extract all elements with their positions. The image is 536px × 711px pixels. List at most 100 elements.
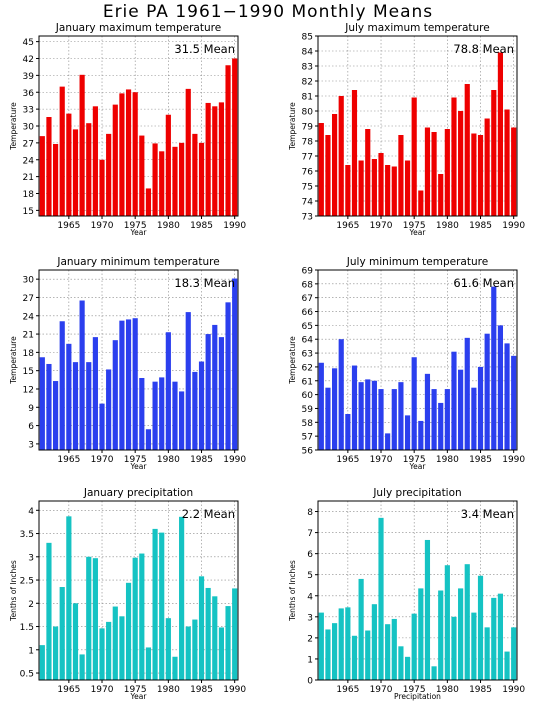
bar-1965 [66, 343, 72, 450]
bar-1961 [39, 645, 45, 680]
y-tick-label: 1.5 [20, 623, 34, 633]
bar-1971 [106, 369, 112, 450]
x-tick-label: 1990 [502, 685, 525, 695]
plot-frame [317, 269, 518, 451]
bar-1970 [99, 159, 105, 216]
y-tick-label: 2 [307, 634, 313, 644]
bar-1975 [132, 557, 138, 680]
bar-1984 [471, 387, 477, 450]
y-tick-label: 3 [28, 440, 34, 450]
bar-1975 [132, 318, 138, 450]
chart-title: January precipitation [83, 487, 193, 499]
bar-1967 [79, 74, 85, 216]
y-tick-label: 2.5 [20, 577, 34, 587]
bar-1984 [471, 133, 477, 216]
x-tick-label: 1965 [57, 221, 80, 231]
bar-1968 [86, 362, 92, 450]
y-tick-label: 30 [23, 123, 35, 133]
bar-1973 [119, 320, 125, 450]
bar-1963 [331, 114, 338, 216]
bar-1961 [318, 612, 324, 680]
bar-1966 [351, 635, 358, 680]
bar-1981 [451, 616, 457, 680]
x-tick-label: 1970 [370, 221, 393, 231]
bar-1974 [125, 582, 132, 680]
x-tick-label: 1975 [124, 455, 147, 465]
x-tick-label: 1975 [403, 221, 426, 231]
bar-1990 [511, 355, 517, 450]
y-tick-label: 27 [23, 139, 34, 149]
bar-1980 [444, 565, 450, 680]
y-tick-label: 82 [302, 78, 313, 88]
bar-1971 [106, 133, 112, 216]
bar-1969 [371, 159, 377, 216]
bar-1988 [497, 325, 504, 450]
bar-1977 [424, 127, 431, 216]
bar-1980 [165, 618, 171, 680]
x-tick-label: 1970 [91, 221, 114, 231]
y-tick-label: 80 [302, 108, 314, 118]
y-tick-label: 4 [28, 507, 34, 517]
bar-1989 [504, 651, 510, 680]
bar-1990 [232, 278, 238, 450]
bar-1964 [59, 86, 65, 216]
y-tick-label: 12 [23, 385, 34, 395]
y-tick-label: 65 [302, 322, 313, 332]
bar-1966 [351, 365, 358, 450]
x-tick-label: 1970 [91, 455, 114, 465]
y-tick-label: 83 [302, 63, 313, 73]
bar-1979 [438, 174, 444, 216]
bar-1990 [511, 127, 517, 216]
bar-1973 [398, 382, 404, 450]
bar-1984 [192, 133, 198, 216]
bar-1966 [72, 362, 79, 450]
bar-1962 [46, 542, 52, 680]
y-tick-label: 30 [23, 276, 35, 286]
bar-1961 [39, 357, 45, 450]
bar-1967 [358, 160, 364, 216]
bar-1962 [46, 363, 52, 450]
bar-1973 [398, 646, 404, 680]
bar-1989 [504, 109, 510, 216]
y-tick-label: 85 [302, 33, 313, 43]
bar-1969 [92, 558, 98, 680]
chart-title: July minimum temperature [346, 256, 488, 268]
bar-1964 [59, 321, 65, 450]
bar-1966 [72, 129, 79, 216]
bar-1985 [198, 576, 205, 680]
bar-1982 [458, 111, 464, 216]
page-title: Erie PA 1961−1990 Monthly Means [102, 2, 434, 22]
bar-1968 [365, 630, 371, 680]
bar-1962 [46, 117, 52, 216]
bar-1980 [444, 389, 450, 450]
bar-1978 [152, 528, 158, 680]
bar-1982 [179, 391, 185, 450]
bar-1974 [125, 89, 132, 216]
y-tick-label: 33 [23, 106, 34, 116]
y-tick-label: 68 [302, 280, 314, 290]
x-axis-label: Year [409, 228, 427, 237]
bar-1976 [139, 378, 145, 450]
x-tick-label: 1980 [157, 455, 180, 465]
bar-1963 [331, 623, 338, 680]
bar-1983 [464, 84, 470, 216]
x-axis-label: Year [130, 462, 148, 471]
bar-1973 [119, 93, 125, 216]
y-tick-label: 42 [23, 55, 34, 65]
x-tick-label: 1980 [436, 455, 459, 465]
mean-label: 61.6 Mean [453, 276, 514, 290]
bar-1982 [179, 516, 185, 680]
bar-1966 [351, 90, 358, 216]
y-tick-label: 75 [302, 183, 313, 193]
bar-1983 [464, 564, 470, 680]
y-tick-label: 0.5 [20, 670, 34, 680]
x-tick-label: 1990 [502, 221, 525, 231]
x-tick-label: 1970 [91, 685, 114, 695]
y-tick-label: 63 [302, 350, 313, 360]
bar-1962 [325, 387, 331, 450]
y-tick-label: 0 [307, 677, 313, 687]
bar-1986 [205, 587, 211, 680]
chart-4: 56 57 58 59 60 61 62 63 64 65 66 67 68 69 1965 1970 1975… [288, 256, 525, 471]
bar-1977 [424, 373, 431, 450]
